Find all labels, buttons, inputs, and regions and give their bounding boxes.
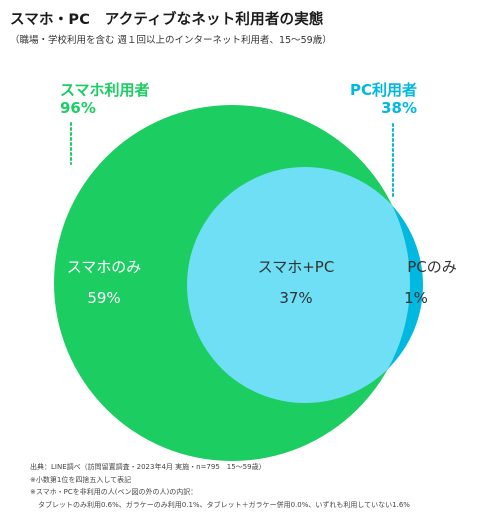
region-overlap-value: 37% — [279, 289, 312, 307]
region-pc-only-value: 1% — [404, 289, 428, 307]
footer-note-rounding: ※小数第1位を四捨五入して表記 — [30, 475, 132, 484]
footer-note-breakdown: タブレットのみ利用0.6%、ガラケーのみ利用0.1%、タブレット＋ガラケー併用0… — [38, 500, 410, 509]
overlap-region — [187, 167, 410, 403]
region-overlap-label: スマホ+PC — [258, 258, 335, 276]
pc-set-label: PC利用者 — [350, 81, 417, 99]
page-subtitle: （職場・学校利用を含む 週１回以上のインターネット利用者、15〜59歳） — [10, 35, 332, 46]
pc-set-value: 38% — [381, 99, 417, 117]
page-title: スマホ・PC アクティブなネット利用者の実態 — [10, 12, 324, 28]
region-smartphone-only-label: スマホのみ — [67, 258, 142, 276]
region-smartphone-only-value: 59% — [87, 289, 120, 307]
footer-note-nonusers: ※スマホ・PCを非利用の人(ベン図の外の人)の内訳： — [30, 488, 198, 497]
smartphone-set-label: スマホ利用者 — [60, 81, 150, 99]
footer-source: 出典：LINE調べ（訪問留置調査・2023年4月 実施・n=795 15〜59歳… — [30, 463, 266, 471]
smartphone-set-value: 96% — [60, 99, 96, 117]
region-pc-only-label: PCのみ — [407, 258, 457, 276]
footer-notes: 出典：LINE調べ（訪問留置調査・2023年4月 実施・n=795 15〜59歳… — [30, 461, 410, 511]
